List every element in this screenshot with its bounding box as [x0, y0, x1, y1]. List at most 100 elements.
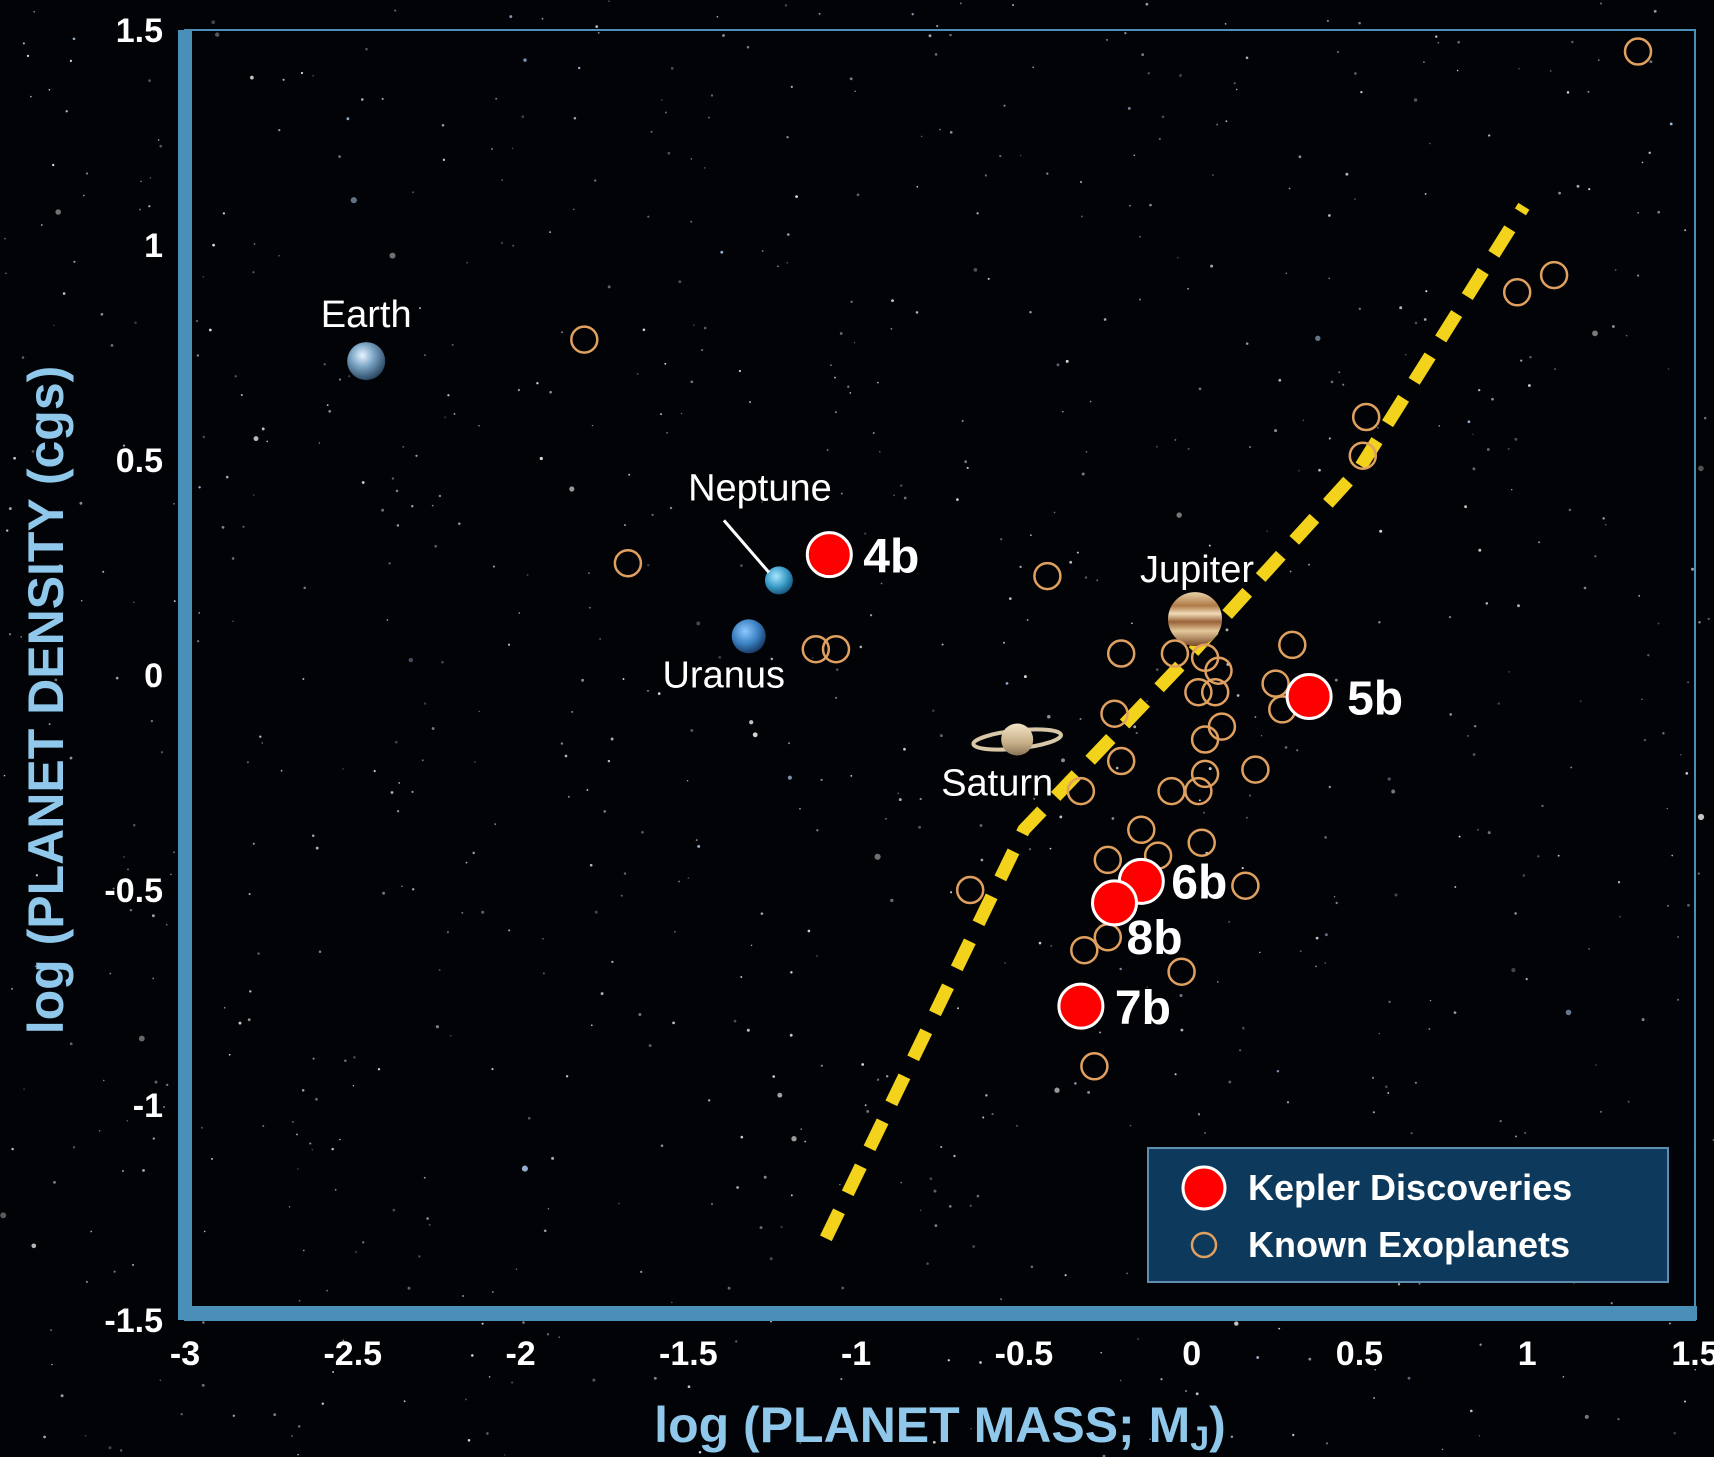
star: [222, 212, 226, 215]
star: [1236, 694, 1240, 697]
star: [650, 130, 653, 133]
star: [1610, 1302, 1613, 1305]
star: [173, 502, 175, 505]
star: [674, 930, 676, 933]
star: [132, 823, 136, 827]
neptune-body: [764, 566, 793, 595]
x-tick-label: -3: [170, 1335, 200, 1373]
star: [697, 844, 701, 848]
star: [591, 424, 594, 427]
star: [338, 155, 341, 158]
star: [152, 977, 155, 980]
star: [1045, 1343, 1049, 1347]
star: [1296, 749, 1299, 752]
star: [1139, 236, 1141, 238]
star: [1478, 548, 1482, 552]
star: [412, 191, 415, 194]
star: [411, 888, 415, 891]
star: [129, 908, 133, 912]
star: [57, 782, 60, 785]
star: [159, 144, 162, 148]
star: [122, 444, 126, 447]
star: [472, 851, 475, 855]
star: [932, 1440, 936, 1444]
star: [50, 1329, 52, 1331]
star: [1428, 1028, 1431, 1030]
star: [1600, 1111, 1602, 1113]
star: [0, 1212, 7, 1219]
star: [201, 1383, 205, 1387]
star: [297, 1425, 301, 1428]
star: [51, 163, 55, 167]
star: [589, 606, 591, 609]
star: [1235, 88, 1238, 91]
star: [1518, 67, 1520, 70]
star: [481, 1322, 484, 1325]
star: [421, 759, 424, 762]
star: [891, 299, 894, 302]
star: [594, 910, 598, 914]
star: [1345, 172, 1349, 176]
star: [1241, 867, 1244, 870]
star: [542, 937, 544, 940]
star: [1374, 1369, 1376, 1371]
star: [249, 990, 252, 993]
solar-system-planets: Earth Neptune Uranus Jupiter Saturn: [321, 294, 1255, 804]
star: [1029, 534, 1032, 537]
star: [72, 37, 76, 41]
legend-kepler-label: Kepler Discoveries: [1248, 1167, 1572, 1208]
star: [157, 139, 160, 141]
star: [786, 262, 788, 264]
star: [197, 640, 200, 643]
star: [435, 1025, 440, 1029]
star: [786, 233, 790, 236]
star: [589, 863, 593, 867]
star: [411, 505, 414, 508]
known-exoplanet-point: [1200, 677, 1230, 707]
star: [826, 449, 829, 451]
star: [1278, 1327, 1281, 1330]
star: [834, 376, 836, 379]
kepler-point-label: 5b: [1347, 673, 1403, 726]
star: [1356, 712, 1359, 716]
known-exoplanet-point: [1204, 656, 1233, 685]
star: [11, 988, 13, 990]
star: [1000, 1298, 1002, 1300]
star: [1435, 35, 1438, 38]
star: [647, 215, 650, 218]
star: [1195, 1392, 1199, 1396]
star: [200, 1126, 203, 1129]
star: [1336, 50, 1340, 54]
star: [407, 1286, 411, 1290]
star: [1131, 622, 1133, 625]
star: [428, 1223, 431, 1226]
star: [1391, 789, 1396, 794]
star: [1637, 211, 1640, 214]
star: [149, 177, 152, 179]
star: [215, 32, 220, 37]
star: [1598, 59, 1600, 61]
star: [1087, 1090, 1091, 1094]
star: [1404, 353, 1407, 356]
star: [804, 1140, 807, 1143]
star: [539, 456, 543, 461]
star: [1472, 433, 1474, 436]
star: [1698, 465, 1704, 472]
star: [1328, 785, 1332, 789]
star: [1324, 836, 1327, 839]
star: [1456, 69, 1459, 72]
star: [670, 1301, 673, 1304]
star: [622, 678, 625, 680]
known-exoplanet-point: [801, 634, 831, 664]
star: [1584, 1414, 1589, 1419]
star: [1641, 698, 1643, 701]
star: [628, 473, 631, 476]
star: [672, 1021, 675, 1025]
star: [890, 328, 893, 330]
star: [1288, 187, 1291, 190]
star: [353, 1056, 356, 1059]
known-exoplanet-point: [1539, 260, 1569, 290]
known-exoplanets-series: [570, 37, 1653, 1081]
star: [586, 789, 589, 791]
star: [1643, 738, 1647, 742]
